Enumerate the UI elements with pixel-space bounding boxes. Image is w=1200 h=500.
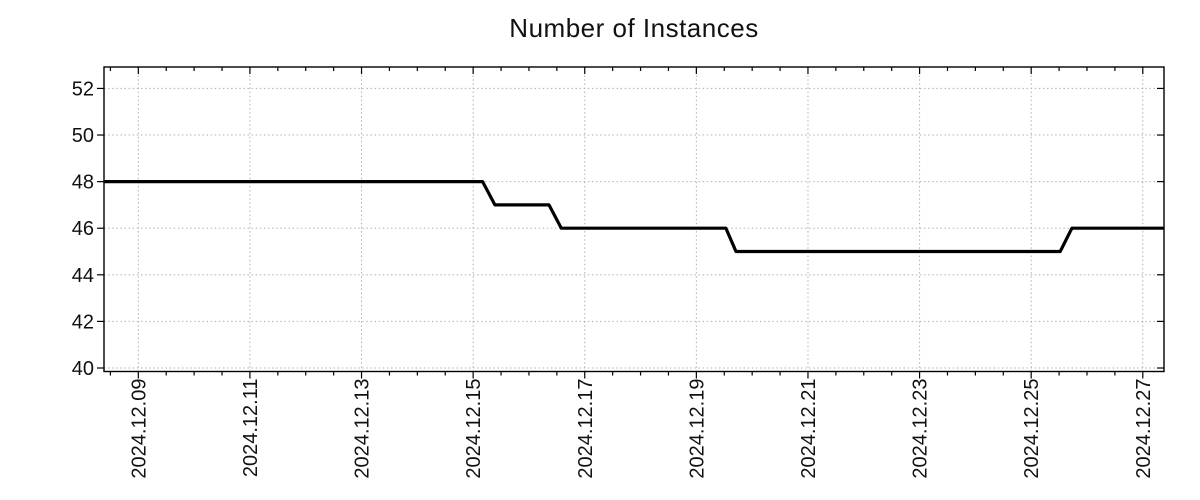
x-tick-label: 2024.12.19 [686, 379, 708, 479]
y-tick-label: 42 [72, 311, 94, 333]
x-tick-label: 2024.12.21 [798, 379, 820, 479]
y-tick-label: 48 [72, 172, 94, 194]
x-tick-label: 2024.12.11 [240, 379, 262, 478]
x-tick-label: 2024.12.15 [463, 379, 485, 479]
data-line [104, 180, 1164, 254]
x-tick-label: 2024.12.13 [352, 379, 374, 479]
y-tick-label: 46 [72, 218, 94, 240]
y-tick-label: 44 [72, 265, 94, 287]
x-tick-label: 2024.12.27 [1133, 379, 1155, 479]
chart-title: Number of Instances [509, 13, 759, 43]
x-tick-label: 2024.12.23 [910, 379, 932, 479]
x-tick-label: 2024.12.25 [1021, 379, 1043, 479]
plot-border [103, 66, 1165, 373]
y-tick-label: 50 [72, 125, 94, 147]
x-tick-label: 2024.12.17 [575, 379, 597, 479]
y-tick-label: 40 [72, 358, 94, 380]
x-tick-label: 2024.12.09 [128, 379, 150, 479]
y-tick-label: 52 [72, 78, 94, 100]
